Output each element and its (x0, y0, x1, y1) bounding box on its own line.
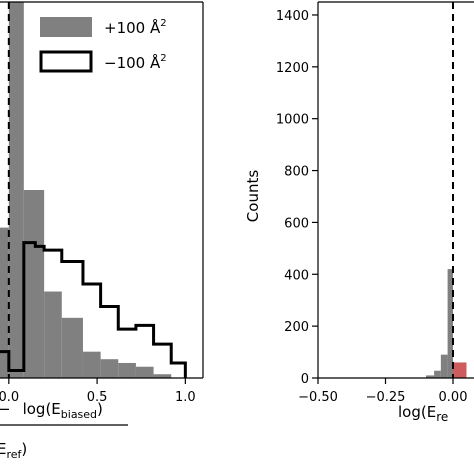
left-filled-bar (82, 351, 101, 378)
left-filled-bar (100, 359, 119, 378)
legend-swatch-filled (40, 17, 92, 37)
left-axes-frame (0, 1, 204, 379)
right-series-bars (426, 269, 467, 378)
left-filled-bar (61, 317, 83, 378)
legend-swatch-step (39, 50, 93, 73)
right-y-tick-label: 0 (301, 372, 309, 387)
right-ylabel: Counts (244, 170, 262, 223)
right-y-tick-label: 400 (284, 268, 309, 283)
right-x-tick-label: 0.00 (439, 390, 468, 405)
left-xlabel-bottom: Eref) (0, 440, 27, 461)
right-x-tick-label: −0.25 (366, 390, 406, 405)
legend-label-filled: +100 Å2 (104, 18, 167, 37)
right-y-tick-label: 800 (284, 165, 309, 180)
right-y-ticks: 0 200 400 600 800 1000 1200 1400 (276, 9, 318, 387)
right-bar-red (453, 362, 467, 378)
left-x-tick-label: 1.0 (175, 390, 196, 405)
legend: +100 Å2 −100 Å2 (39, 17, 167, 73)
right-xlabel: log(Ere (398, 403, 448, 424)
right-y-tick-label: 1200 (276, 61, 309, 76)
right-bar-gray (434, 370, 441, 378)
left-filled-bar (8, 2, 24, 378)
legend-label-step: −100 Å2 (104, 53, 167, 72)
left-filled-bar (135, 366, 154, 378)
left-filled-bar (118, 362, 136, 378)
left-x-ticks: 0.0 0.5 1.0 (0, 378, 196, 405)
right-y-tick-label: 1400 (276, 9, 309, 24)
left-xlabel-top: − log(Ebiased) (0, 400, 103, 421)
right-x-tick-label: −0.50 (298, 390, 338, 405)
right-bar-gray (426, 375, 435, 378)
right-axes-frame (317, 1, 474, 379)
right-bar-gray (447, 269, 453, 378)
left-filled-bar (153, 374, 172, 378)
right-bar-gray (440, 354, 448, 378)
left-x-tick-label: 0.0 (0, 390, 19, 405)
right-panel: 0 200 400 600 800 1000 1200 1400 −0.50 −0.25 0.00… (244, 1, 474, 424)
left-filled-bar (0, 227, 9, 378)
left-series-filled-bars (0, 2, 172, 378)
right-y-tick-label: 200 (284, 320, 309, 335)
left-series-step-outline (0, 241, 187, 378)
right-y-tick-label: 1000 (276, 113, 309, 128)
left-panel: 0.0 0.5 1.0 +100 Å2 −100 Å2 − log(Ebiased) … (0, 1, 204, 461)
right-x-ticks: −0.50 −0.25 0.00 (298, 378, 467, 405)
left-x-tick-label: 0.5 (87, 390, 108, 405)
right-y-tick-label: 600 (284, 216, 309, 231)
left-filled-bar (44, 291, 62, 378)
left-filled-bar (23, 190, 45, 378)
